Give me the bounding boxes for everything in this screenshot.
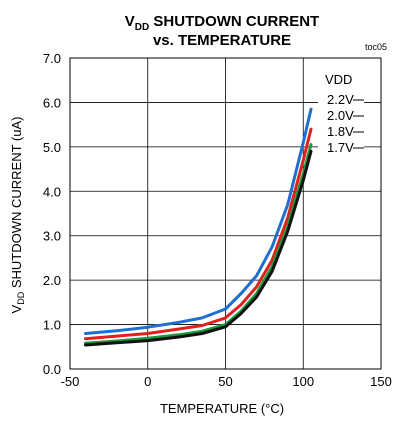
- y-tick-label: 5.0: [43, 140, 61, 155]
- y-axis-label: VDD SHUTDOWN CURRENT (uA): [9, 117, 26, 314]
- x-tick-label: 150: [370, 374, 392, 389]
- x-tick-label: -50: [61, 374, 80, 389]
- y-tick-labels: 0.0 1.0 2.0 3.0 4.0 5.0 6.0 7.0: [43, 51, 61, 377]
- series-line-2.0V: [84, 127, 313, 341]
- legend-label: 2.0V: [327, 108, 354, 123]
- x-tick-label: 100: [292, 374, 314, 389]
- x-axis-label: TEMPERATURE (°C): [160, 401, 284, 416]
- x-tick-label: 0: [144, 374, 151, 389]
- plot-frame: [69, 57, 382, 370]
- y-tick-label: 1.0: [43, 318, 61, 333]
- y-tick-label: 0.0: [43, 362, 61, 377]
- grid: [70, 58, 381, 369]
- series-line-2.2V: [84, 107, 313, 335]
- chart-title-line-2: vs. TEMPERATURE: [153, 32, 291, 49]
- legend-label: 2.2V: [327, 92, 354, 107]
- y-tick-label: 4.0: [43, 184, 61, 199]
- figure-tag: toc05: [365, 42, 387, 52]
- y-tick-label: 3.0: [43, 229, 61, 244]
- legend-label: 1.8V: [327, 124, 354, 139]
- y-tick-label: 7.0: [43, 51, 61, 66]
- x-tick-label: 50: [218, 374, 232, 389]
- x-tick-labels: -50 0 50 100 150: [61, 374, 392, 389]
- legend: 2.2V2.0V1.8V1.7V: [327, 92, 364, 155]
- series-group: [84, 107, 313, 347]
- chart-title-line-1: VDD SHUTDOWN CURRENT: [125, 13, 319, 33]
- y-tick-label: 2.0: [43, 273, 61, 288]
- legend-title: VDD: [325, 72, 352, 87]
- y-tick-label: 6.0: [43, 95, 61, 110]
- series-line-1.7V: [84, 149, 313, 347]
- legend-label: 1.7V: [327, 140, 354, 155]
